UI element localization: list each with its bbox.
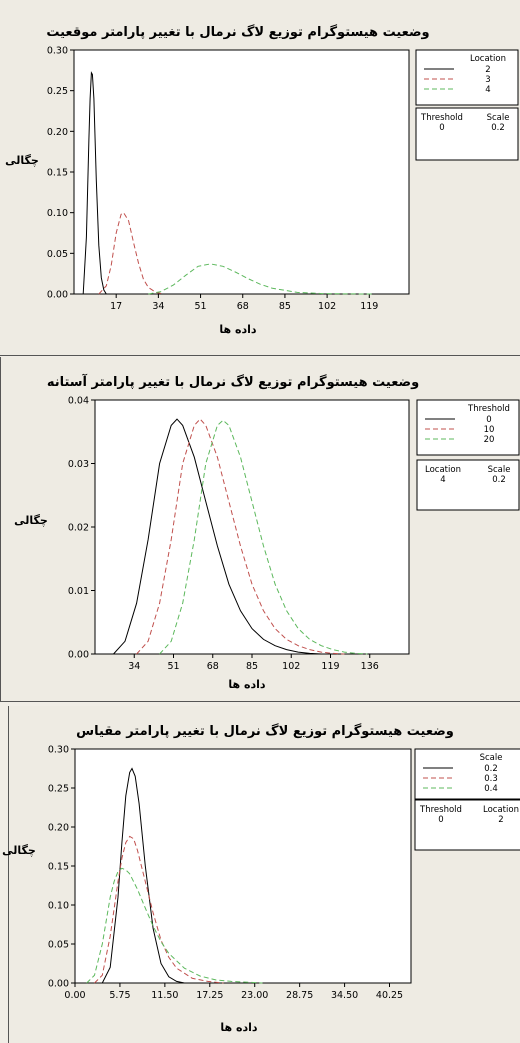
y-tick-label: 0.01 [68, 586, 89, 597]
params-value: 4 [440, 475, 445, 485]
legend-box [415, 49, 519, 106]
plot-area [94, 399, 410, 655]
plot-area [74, 748, 412, 984]
series-line-3 [98, 212, 164, 295]
chart-panel-location: وضعیت هیستوگرام توزیع لاگ نرمال با تغییر… [0, 0, 520, 356]
y-tick-label: 0.15 [47, 168, 68, 179]
legend-header: Location [470, 54, 506, 64]
chart-panel-threshold: وضعیت هیستوگرام توزیع لاگ نرمال با تغییر… [0, 357, 520, 702]
legend-entry: 0.2 [484, 764, 498, 774]
x-tick-label: 119 [360, 301, 378, 312]
chart-title: وضعیت هیستوگرام توزیع لاگ نرمال با تغییر… [76, 722, 454, 739]
params-box [414, 799, 520, 851]
x-tick-label: 119 [321, 661, 339, 672]
x-tick-label: 40.25 [376, 990, 403, 1001]
legend-box [416, 399, 520, 456]
x-tick-label: 11.50 [151, 990, 178, 1001]
series-line-4 [148, 263, 372, 295]
y-axis-label: چگالی [14, 514, 48, 527]
y-tick-label: 0.25 [48, 784, 69, 795]
chart-title: وضعیت هیستوگرام توزیع لاگ نرمال با تغییر… [47, 373, 419, 390]
params-header: Scale [487, 113, 510, 123]
y-tick-label: 0.04 [68, 396, 89, 407]
legend-entry: 3 [485, 75, 490, 85]
params-header: Threshold [419, 805, 462, 815]
x-tick-label: 28.75 [286, 990, 313, 1001]
x-tick-label: 17.25 [196, 990, 223, 1001]
y-tick-label: 0.02 [68, 523, 89, 534]
legend-box [414, 748, 520, 800]
chart-threshold: وضعیت هیستوگرام توزیع لاگ نرمال با تغییر… [14, 373, 520, 691]
legend-entry: 0.3 [484, 774, 498, 784]
params-box [416, 459, 520, 511]
x-tick-label: 34 [152, 301, 164, 312]
y-tick-label: 0.00 [47, 290, 68, 301]
y-tick-label: 0.05 [47, 249, 68, 260]
legend-entry: 0 [486, 415, 491, 425]
y-tick-label: 0.20 [47, 127, 68, 138]
x-tick-label: 34 [128, 661, 140, 672]
x-axis-label: داده ها [220, 1021, 257, 1034]
legend-entry: 4 [485, 85, 490, 95]
x-tick-label: 17 [110, 301, 122, 312]
x-tick-label: 68 [207, 661, 219, 672]
x-tick-label: 51 [195, 301, 207, 312]
params-header: Location [483, 805, 519, 815]
y-tick-label: 0.15 [48, 862, 69, 873]
params-header: Threshold [420, 113, 463, 123]
y-axis-label: چگالی [5, 154, 39, 167]
x-axis-label: داده ها [219, 323, 256, 336]
series-line-0 [113, 418, 322, 655]
y-tick-label: 0.03 [68, 459, 89, 470]
chart-location: وضعیت هیستوگرام توزیع لاگ نرمال با تغییر… [5, 23, 519, 336]
chart-title: وضعیت هیستوگرام توزیع لاگ نرمال با تغییر… [46, 23, 429, 40]
series-line-0.2 [101, 767, 185, 984]
params-value: 2 [498, 815, 503, 825]
x-tick-label: 102 [282, 661, 300, 672]
y-tick-label: 0.05 [48, 940, 69, 951]
params-box [415, 107, 519, 161]
series-line-0.4 [86, 867, 263, 984]
plot-area [73, 49, 410, 295]
params-header: Location [425, 465, 461, 475]
legend-header: Scale [480, 753, 503, 763]
x-tick-label: 68 [237, 301, 249, 312]
x-tick-label: 5.75 [109, 990, 130, 1001]
x-tick-label: 102 [318, 301, 336, 312]
x-tick-label: 85 [246, 661, 258, 672]
legend-entry: 2 [485, 65, 490, 75]
y-tick-label: 0.10 [48, 901, 69, 912]
y-tick-label: 0.30 [48, 745, 69, 756]
params-value: 0 [439, 123, 444, 133]
params-header: Scale [488, 465, 511, 475]
series-line-0.3 [94, 835, 224, 984]
y-tick-label: 0.00 [68, 650, 89, 661]
x-tick-label: 51 [167, 661, 179, 672]
legend-entry: 0.4 [484, 784, 498, 794]
chart-scale: وضعیت هیستوگرام توزیع لاگ نرمال با تغییر… [2, 722, 520, 1034]
y-tick-label: 0.25 [47, 86, 68, 97]
y-axis-label: چگالی [2, 844, 36, 857]
y-tick-label: 0.00 [48, 979, 69, 990]
x-tick-label: 23.00 [241, 990, 268, 1001]
chart-panel-scale: وضعیت هیستوگرام توزیع لاگ نرمال با تغییر… [2, 706, 520, 1043]
params-value: 0.2 [492, 475, 506, 485]
legend-header: Threshold [467, 404, 510, 414]
series-line-2 [82, 71, 107, 295]
series-line-20 [159, 419, 368, 655]
params-value: 0 [438, 815, 443, 825]
y-tick-label: 0.10 [47, 208, 68, 219]
y-tick-label: 0.20 [48, 823, 69, 834]
params-value: 0.2 [491, 123, 505, 133]
legend-entry: 10 [484, 425, 495, 435]
x-tick-label: 0.00 [64, 990, 85, 1001]
legend-entry: 20 [484, 435, 495, 445]
x-tick-label: 34.50 [331, 990, 358, 1001]
x-axis-label: داده ها [228, 678, 265, 691]
x-tick-label: 85 [279, 301, 291, 312]
x-tick-label: 136 [361, 661, 379, 672]
y-tick-label: 0.30 [47, 46, 68, 57]
